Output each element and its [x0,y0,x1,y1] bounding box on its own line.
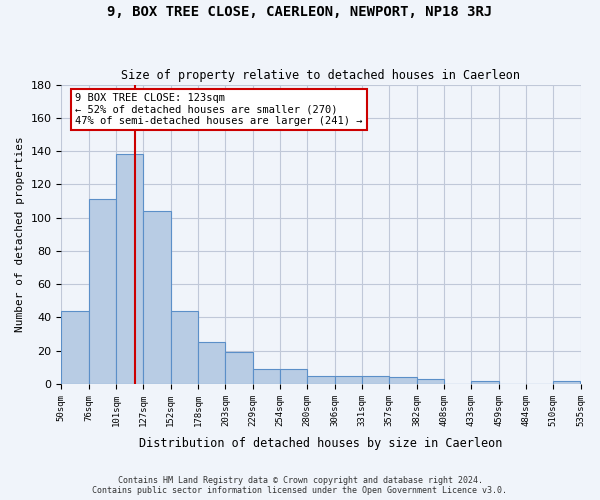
Bar [89,200,116,384]
Bar [471,380,499,384]
Title: Size of property relative to detached houses in Caerleon: Size of property relative to detached ho… [121,69,520,82]
Bar [307,376,335,384]
Bar [116,154,143,384]
Bar [362,376,389,384]
Bar [416,379,444,384]
Bar [280,369,307,384]
Bar [553,380,580,384]
X-axis label: Distribution of detached houses by size in Caerleon: Distribution of detached houses by size … [139,437,503,450]
Bar [61,310,89,384]
Text: 9, BOX TREE CLOSE, CAERLEON, NEWPORT, NP18 3RJ: 9, BOX TREE CLOSE, CAERLEON, NEWPORT, NP… [107,5,493,19]
Bar [143,211,170,384]
Text: Contains HM Land Registry data © Crown copyright and database right 2024.
Contai: Contains HM Land Registry data © Crown c… [92,476,508,495]
Bar [335,376,362,384]
Y-axis label: Number of detached properties: Number of detached properties [15,136,25,332]
Bar [253,369,280,384]
Bar [198,342,226,384]
Text: 9 BOX TREE CLOSE: 123sqm
← 52% of detached houses are smaller (270)
47% of semi-: 9 BOX TREE CLOSE: 123sqm ← 52% of detach… [75,93,362,126]
Bar [170,310,198,384]
Bar [226,352,253,384]
Bar [389,378,416,384]
